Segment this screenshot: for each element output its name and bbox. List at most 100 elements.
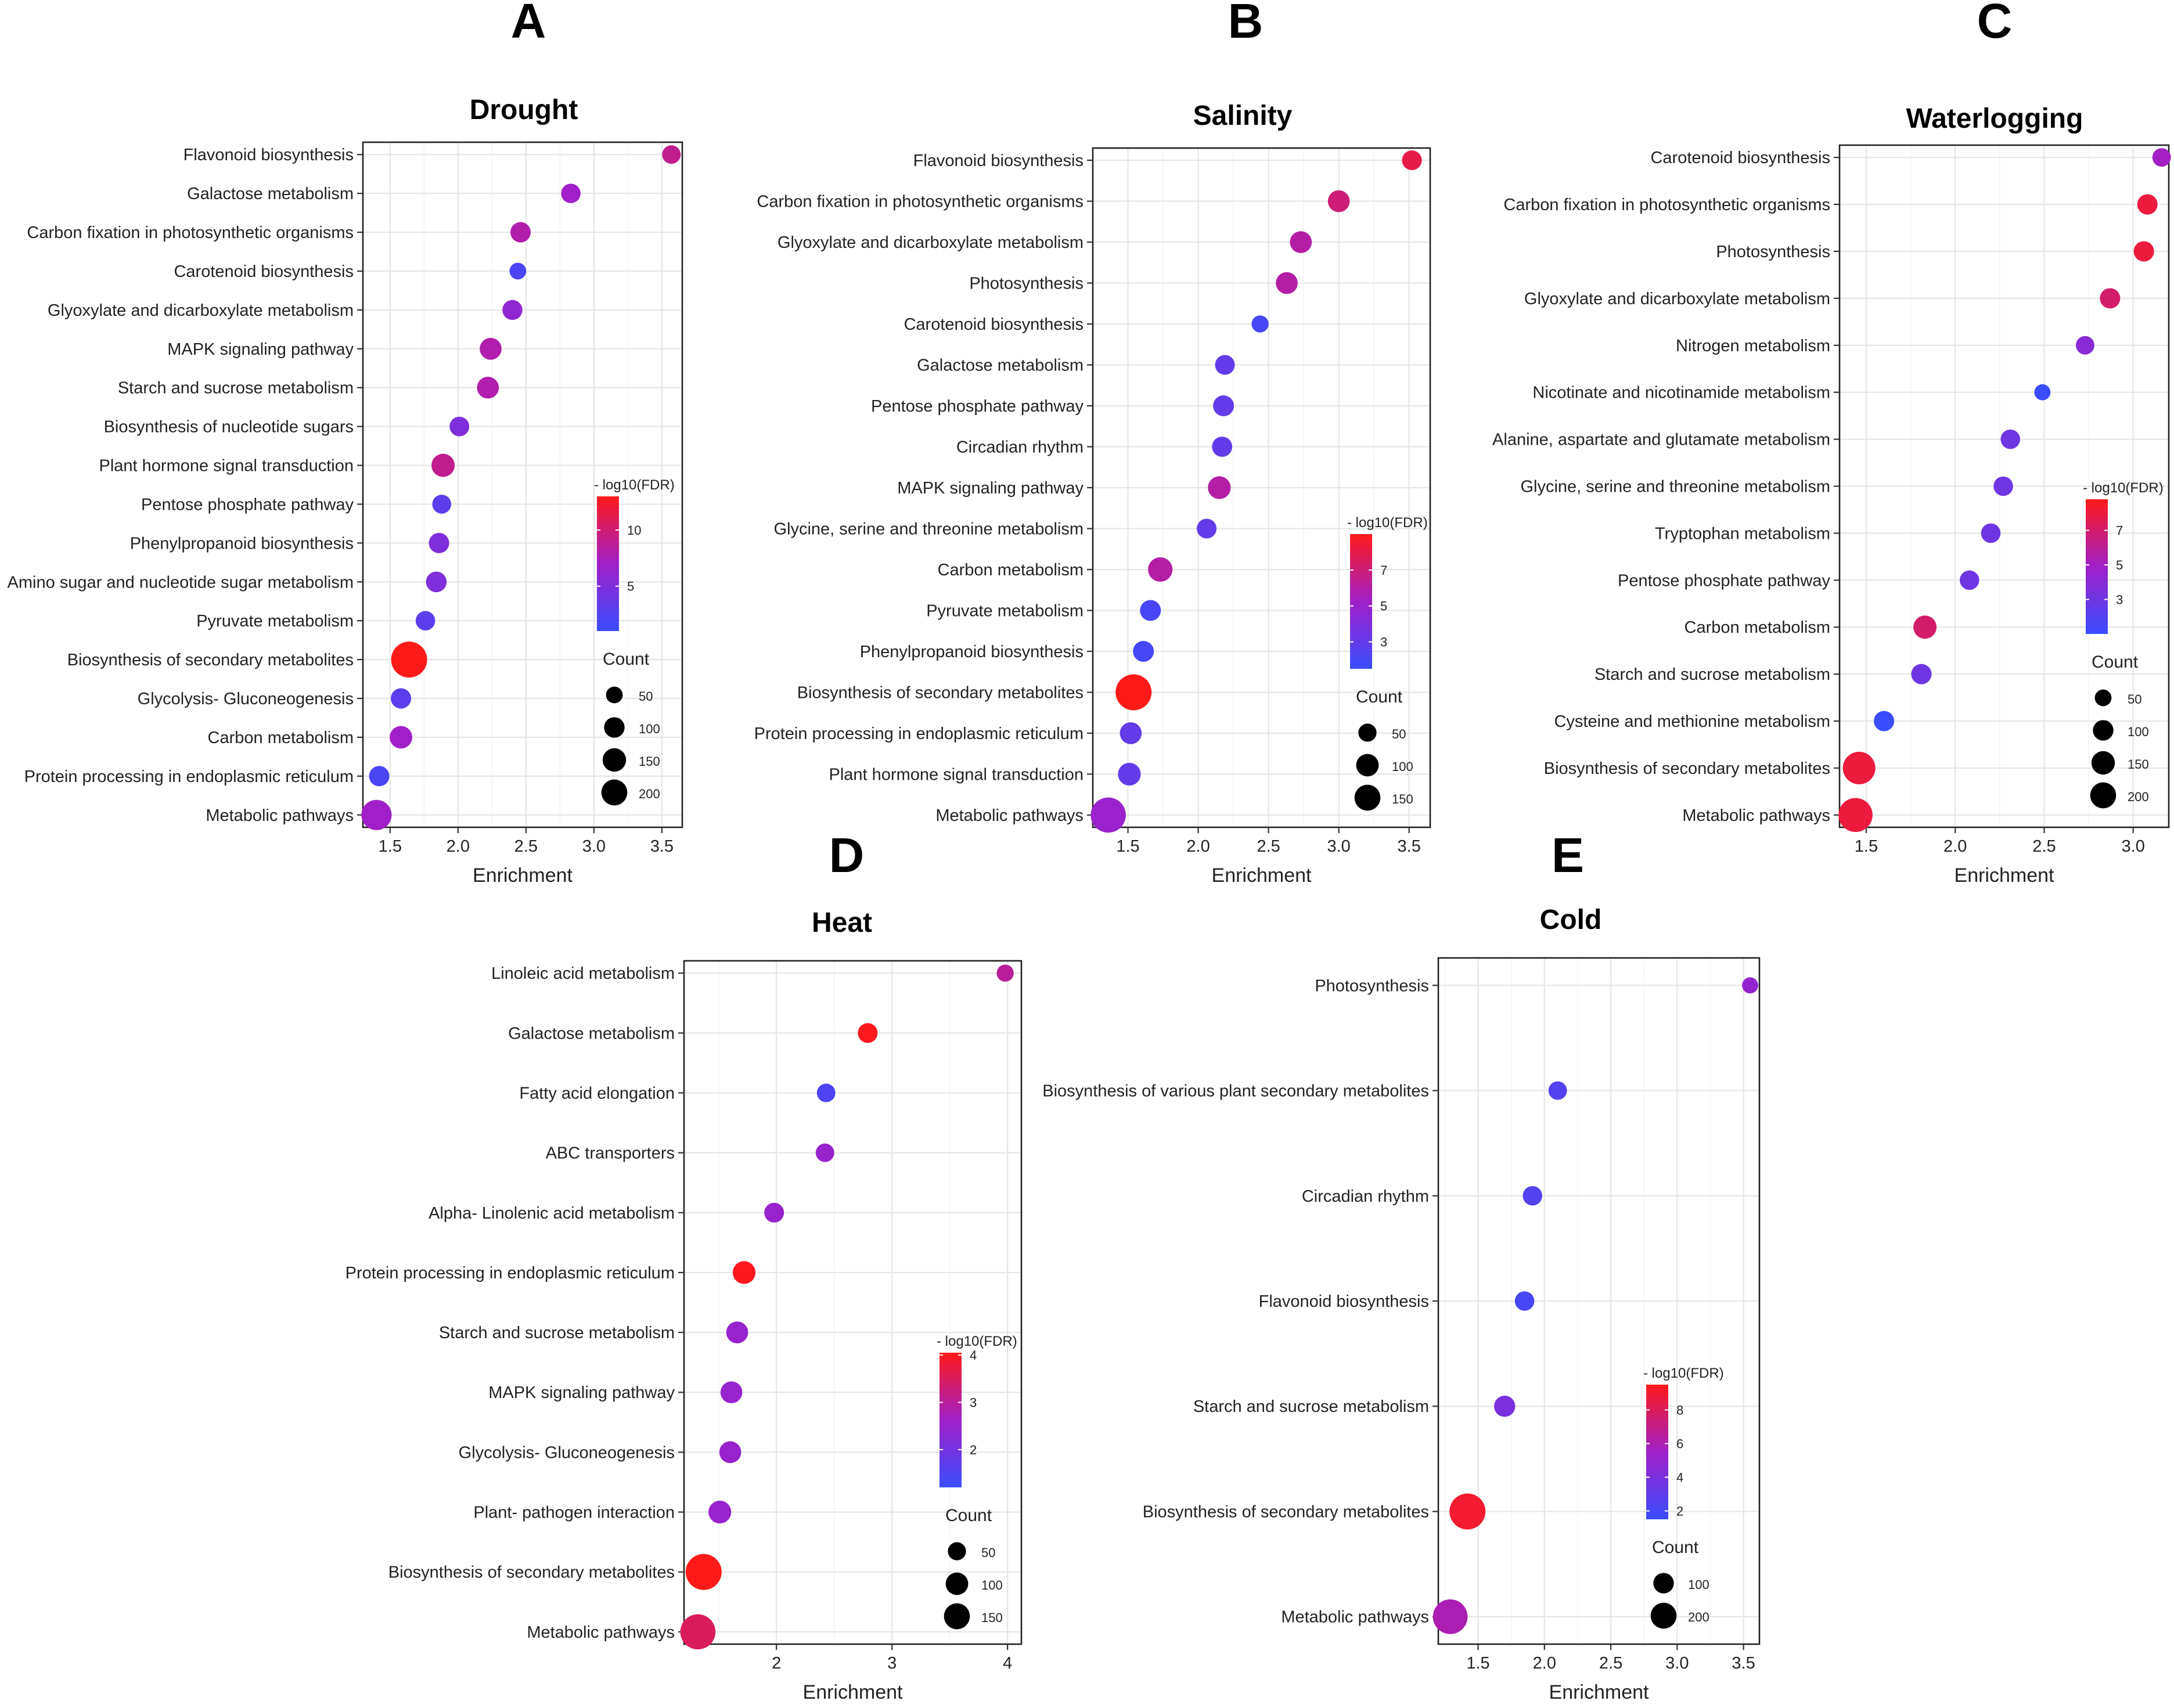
- x-tick-label: 1.5: [1855, 837, 1878, 856]
- data-point: [561, 183, 581, 203]
- panel-c-waterlogging: C Waterlogging Carotenoid biosynthesis Carb…: [1492, 0, 2171, 887]
- category-label: Glycine, serine and threonine metabolism: [1520, 478, 1830, 496]
- data-point: [429, 532, 449, 553]
- x-tick-label: 2.0: [1533, 1654, 1556, 1673]
- size-legend-dot: [604, 717, 625, 738]
- color-legend-title: - log10(FDR): [2083, 480, 2164, 496]
- legend: - log10(FDR) 3 5 7 Count 50 100 150: [1347, 515, 1428, 811]
- data-point: [996, 964, 1014, 982]
- size-legend-label: 150: [981, 1610, 1003, 1625]
- size-legend-title: Count: [945, 1506, 992, 1525]
- category-label: Starch and sucrose metabolism: [439, 1324, 675, 1342]
- data-point: [1913, 615, 1937, 639]
- size-legend-label: 50: [981, 1545, 995, 1560]
- size-legend-label: 50: [1392, 727, 1406, 741]
- data-point: [369, 766, 390, 787]
- category-label: Flavonoid biosynthesis: [1259, 1292, 1429, 1311]
- size-legend-dot: [2091, 751, 2115, 775]
- x-tick-label: 2.0: [447, 837, 470, 856]
- category-label: Galactose metabolism: [917, 356, 1084, 375]
- panel-letter: C: [1977, 0, 2013, 48]
- data-point: [1981, 523, 2001, 543]
- x-axis-title: Enrichment: [1212, 864, 1312, 887]
- category-label: Flavonoid biosynthesis: [183, 146, 354, 164]
- color-tick-label: 2: [970, 1443, 977, 1457]
- data-point: [680, 1614, 716, 1650]
- category-label: Pentose phosphate pathway: [1618, 571, 1830, 590]
- size-legend-label: 150: [1392, 792, 1413, 806]
- data-point: [662, 145, 681, 164]
- panel-letter: B: [1228, 0, 1264, 48]
- data-point: [509, 262, 527, 280]
- data-point: [1120, 722, 1142, 744]
- data-point: [1148, 557, 1173, 582]
- category-label: Pyruvate metabolism: [196, 612, 354, 630]
- legend: - log10(FDR) 3 5 7 Count 50 100 150 200: [2083, 480, 2164, 809]
- x-tick-label: 2.5: [2032, 837, 2056, 856]
- size-legend-dot: [948, 1542, 966, 1561]
- category-label: Photosynthesis: [1315, 976, 1429, 995]
- category-label: Alpha- Linolenic acid metabolism: [429, 1204, 675, 1223]
- category-label: Tryptophan metabolism: [1655, 524, 1830, 543]
- category-label: Plant- pathogen interaction: [473, 1504, 675, 1522]
- size-legend-label: 200: [1688, 1610, 1709, 1624]
- color-tick-label: 10: [627, 523, 641, 538]
- data-point: [2000, 429, 2021, 449]
- category-label: Biosynthesis of secondary metabolites: [797, 683, 1084, 702]
- size-legend-dot: [945, 1572, 969, 1595]
- panel-letter: A: [511, 0, 546, 48]
- category-label: Pentose phosphate pathway: [871, 397, 1084, 416]
- color-tick-label: 5: [627, 579, 634, 594]
- data-point: [1115, 674, 1152, 711]
- category-label: Plant hormone signal transduction: [99, 457, 354, 475]
- category-label: Biosynthesis of secondary metabolites: [67, 651, 354, 669]
- category-label: Carbon fixation in photosynthetic organi…: [1503, 196, 1830, 214]
- category-label: Galactose metabolism: [187, 185, 354, 203]
- data-point: [361, 799, 392, 830]
- data-point: [2034, 384, 2051, 401]
- chart-title: Cold: [1540, 905, 1602, 935]
- category-label: MAPK signaling pathway: [167, 340, 354, 359]
- size-legend-dot: [2093, 720, 2114, 741]
- category-label: Fatty acid elongation: [519, 1084, 675, 1102]
- category-label: Biosynthesis of various plant secondary …: [1042, 1082, 1429, 1101]
- category-label: Galactose metabolism: [508, 1024, 675, 1043]
- x-axis-title: Enrichment: [1549, 1681, 1650, 1703]
- data-point: [815, 1143, 834, 1162]
- category-label: Protein processing in endoplasmic reticu…: [754, 725, 1084, 743]
- size-legend-dot: [944, 1603, 970, 1630]
- category-label: Glyoxylate and dicarboxylate metabolism: [1524, 290, 1830, 308]
- data-point: [1874, 711, 1895, 732]
- color-tick-label: 7: [1380, 563, 1387, 578]
- x-tick-label: 1.5: [379, 837, 402, 856]
- size-legend-title: Count: [1356, 687, 1403, 707]
- x-tick-label: 3.5: [1732, 1654, 1755, 1673]
- size-legend-label: 100: [639, 722, 660, 736]
- category-label: Nicotinate and nicotinamide metabolism: [1532, 384, 1830, 402]
- color-tick-label: 5: [2116, 558, 2123, 572]
- category-label: MAPK signaling pathway: [488, 1383, 675, 1402]
- category-label: Metabolic pathways: [527, 1623, 675, 1642]
- category-label: ABC transporters: [546, 1144, 675, 1163]
- plot-area: [684, 961, 1021, 1644]
- category-label: Carbon metabolism: [938, 561, 1084, 579]
- data-point: [1432, 1599, 1468, 1634]
- category-label: Biosynthesis of secondary metabolites: [1143, 1502, 1429, 1521]
- size-legend-label: 100: [2128, 725, 2149, 739]
- data-point: [426, 571, 447, 593]
- size-legend-dot: [1650, 1602, 1677, 1629]
- color-tick-label: 3: [970, 1395, 977, 1410]
- data-point: [415, 611, 435, 630]
- data-point: [1276, 272, 1298, 294]
- category-label: MAPK signaling pathway: [897, 479, 1084, 498]
- category-label: Carbon fixation in photosynthetic organi…: [757, 193, 1084, 211]
- x-tick-label: 1.5: [1466, 1654, 1489, 1673]
- category-label: Metabolic pathways: [935, 806, 1084, 825]
- legend: - log10(FDR) 2 3 4 Count 50 100 150: [937, 1334, 1017, 1630]
- x-tick-label: 2.5: [1599, 1654, 1622, 1673]
- x-axis-title: Enrichment: [803, 1681, 904, 1703]
- data-point: [477, 376, 499, 399]
- size-legend-dot: [2094, 689, 2112, 707]
- size-legend-dot: [1356, 754, 1379, 777]
- size-legend-dot: [1358, 723, 1377, 742]
